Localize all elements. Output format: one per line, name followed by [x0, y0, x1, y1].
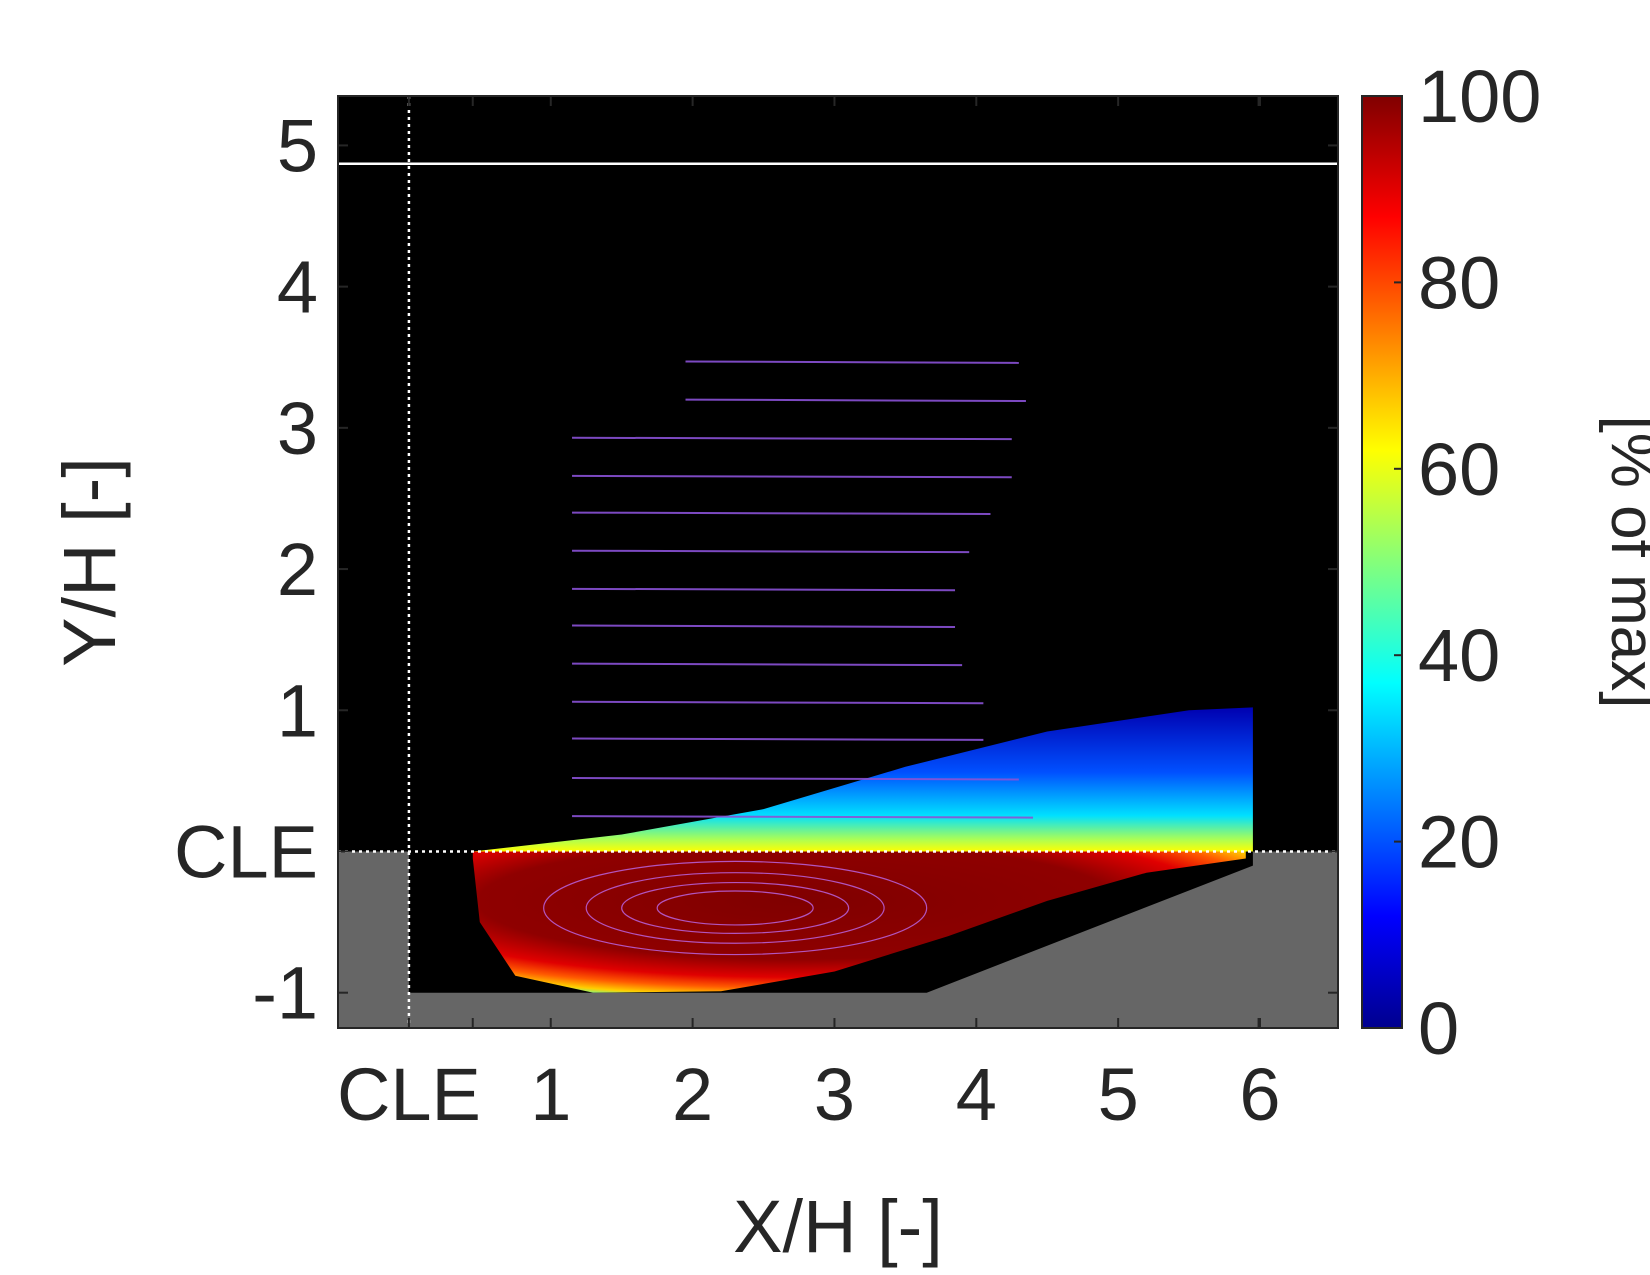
y-tick-label: 2 — [277, 528, 318, 611]
y-axis: -1 CLE 1 2 3 4 5 — [174, 104, 1338, 1035]
x-tick-label: 2 — [672, 1053, 713, 1136]
x-tick-label: 1 — [530, 1053, 571, 1136]
streamline — [572, 549, 970, 554]
colorbar-tick-label: 100 — [1418, 55, 1541, 138]
streamline — [572, 474, 1012, 479]
streamline — [572, 624, 956, 628]
streamline — [572, 436, 1012, 441]
x-tick-label: CLE — [337, 1053, 481, 1136]
y-tick-label: 5 — [277, 104, 318, 187]
streamlines — [543, 360, 1034, 956]
wall — [338, 851, 1338, 1028]
heatmap-field — [472, 707, 1253, 993]
vortex-streamline — [621, 881, 850, 934]
streamline — [685, 398, 1026, 403]
x-tick-label: 6 — [1239, 1053, 1280, 1136]
streamline — [572, 662, 963, 667]
vortex-streamline — [656, 890, 814, 926]
streamline — [572, 511, 991, 515]
streamline — [572, 777, 1019, 781]
plot-frame — [337, 95, 1339, 1029]
colorbar: 0 20 40 60 80 100 [% of max] — [1361, 55, 1650, 1070]
streamline — [572, 700, 984, 705]
vortex-streamline — [585, 872, 885, 944]
x-axis: CLE 1 2 3 4 5 6 — [337, 96, 1281, 1136]
colorbar-ticks: 0 20 40 60 80 100 — [1394, 55, 1541, 1070]
colorbar-tick-label: 60 — [1418, 428, 1500, 511]
x-tick-label: 3 — [814, 1053, 855, 1136]
streamline — [572, 815, 1034, 819]
x-tick-label: 4 — [956, 1053, 997, 1136]
streamline — [572, 587, 956, 592]
colorbar-tick-label: 20 — [1418, 801, 1500, 884]
x-tick-label: 5 — [1098, 1053, 1139, 1136]
y-tick-label: 3 — [277, 387, 318, 470]
y-tick-label: -1 — [252, 952, 318, 1035]
shear-layer — [472, 707, 1253, 852]
y-tick-label: 4 — [277, 246, 318, 329]
recirculation-zone — [472, 851, 1246, 993]
wall-region — [338, 851, 1338, 1028]
y-tick-label: CLE — [174, 810, 318, 893]
reference-lines — [338, 96, 1338, 1028]
y-axis-label: Y/H [-] — [48, 457, 131, 667]
y-tick-label: 1 — [277, 669, 318, 752]
x-axis-label: X/H [-] — [733, 1185, 943, 1268]
colorbar-tick-label: 0 — [1418, 987, 1459, 1070]
vortex-streamline — [543, 860, 928, 956]
streamline — [685, 360, 1019, 364]
colorbar-tick-label: 80 — [1418, 241, 1500, 324]
colorbar-gradient — [1361, 95, 1403, 1029]
streamline — [572, 737, 984, 741]
colorbar-tick-label: 40 — [1418, 614, 1500, 697]
colorbar-label: [% of max] — [1598, 416, 1650, 709]
